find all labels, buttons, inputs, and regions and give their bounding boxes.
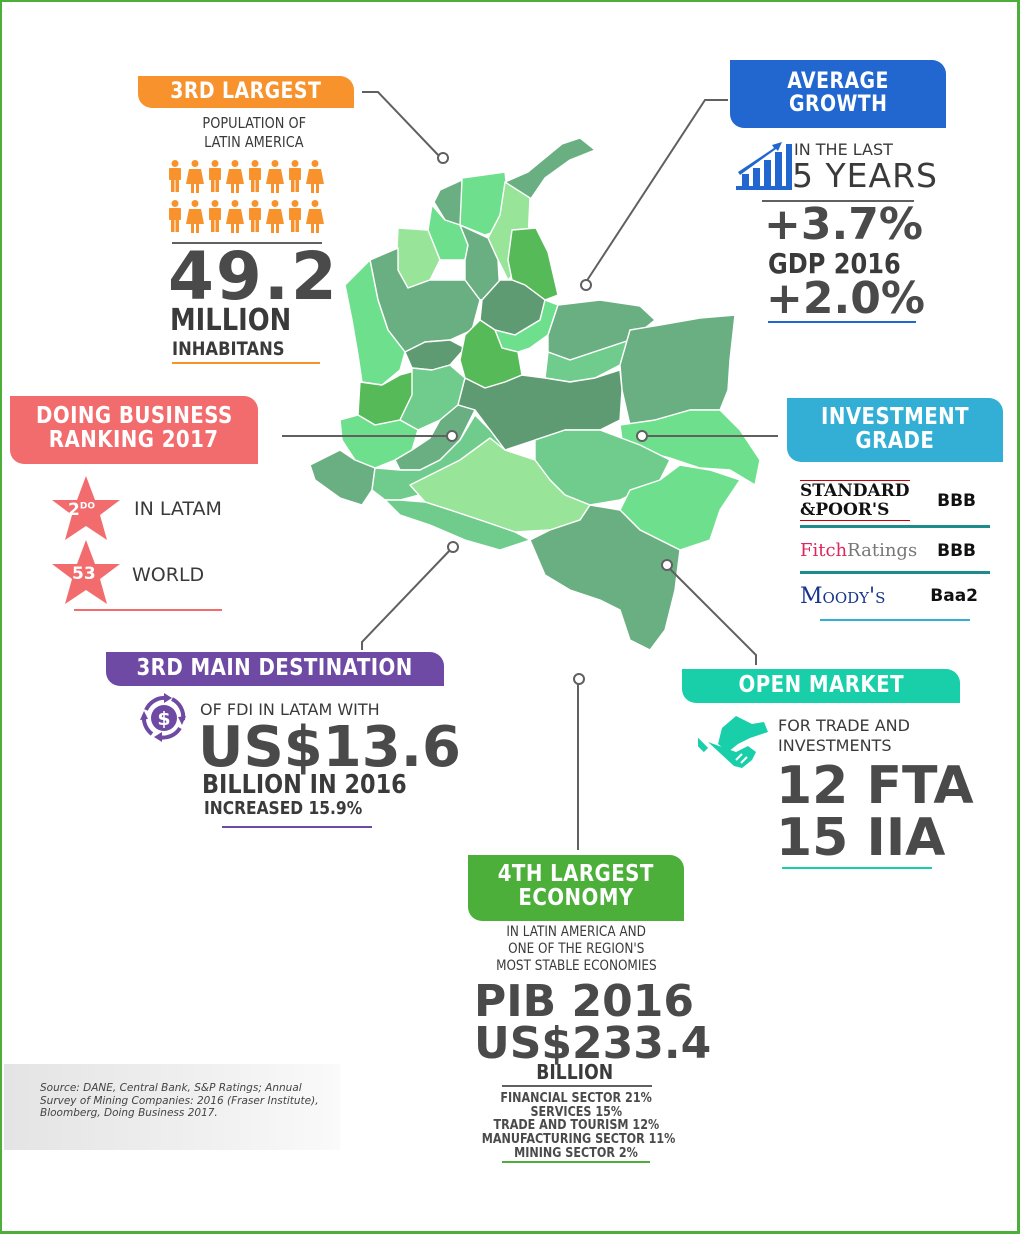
sp-logo: STANDARD &POOR'S [800, 479, 910, 522]
sector-item: TRADE AND TOURISM 12% [493, 1118, 659, 1134]
population-banner: 3RD LARGEST [138, 76, 354, 108]
rating-row-sp: STANDARD &POOR'S BBB [800, 476, 990, 528]
sector-item: MINING SECTOR 2% [514, 1145, 638, 1161]
gdp-label: GDP 2016 [768, 247, 901, 280]
fitch-grade: BBB [937, 540, 976, 561]
divider [172, 362, 320, 364]
fdi-banner: 3RD MAIN DESTINATION [106, 652, 444, 686]
sector-list: FINANCIAL SECTOR 21% SERVICES 15% TRADE … [466, 1092, 686, 1160]
sector-item: FINANCIAL SECTOR 21% [500, 1091, 652, 1106]
sector-item: MANUFACTURING SECTOR 11% [481, 1131, 676, 1147]
growth-banner: AVERAGE GROWTH [730, 60, 946, 128]
iia-value: 15 IIA [776, 808, 946, 868]
sector-item: SERVICES 15% [530, 1104, 622, 1120]
divider [820, 619, 970, 621]
world-label: WORLD [132, 564, 205, 586]
dollar-cycle-icon: $ [140, 693, 186, 742]
star-icon [52, 476, 120, 540]
star-icon [52, 540, 120, 604]
world-rank: 53 [72, 564, 96, 584]
fdi-increase: INCREASED 15.9% [204, 798, 363, 819]
source-note: Source: DANE, Central Bank, S&P Ratings;… [4, 1064, 340, 1150]
economy-banner: 4TH LARGEST ECONOMY [468, 855, 684, 921]
divider [762, 200, 914, 202]
colombia-map [309, 137, 761, 651]
gdp-value: +2.0% [766, 273, 925, 324]
fta-value: 12 FTA [776, 756, 974, 816]
divider [768, 321, 916, 323]
divider [222, 826, 372, 828]
divider [502, 1161, 650, 1163]
moodys-logo: Moody's [800, 583, 886, 609]
sp-grade: BBB [937, 490, 976, 511]
pib-label: PIB 2016 [474, 976, 694, 1027]
latam-label: IN LATAM [134, 498, 222, 520]
growth-period-line1: IN THE LAST [794, 140, 893, 159]
population-value: 49.2 [168, 238, 339, 315]
investment-grade-banner: INVESTMENT GRADE [787, 398, 1003, 462]
divider [502, 1085, 652, 1087]
rating-row-moodys: Moody's Baa2 [800, 576, 990, 616]
growth-period-line2: 5 YEARS [792, 156, 938, 195]
divider [782, 867, 932, 869]
population-unit2: INHABITANS [172, 338, 285, 360]
pib-value: US$233.4 [474, 1018, 712, 1069]
people-icons [169, 160, 324, 233]
population-unit: MILLION [170, 303, 292, 338]
open-market-subtitle: FOR TRADE AND INVESTMENTS [778, 716, 910, 755]
divider [74, 609, 222, 611]
open-market-banner: OPEN MARKET [682, 669, 960, 703]
economy-description: IN LATIN AMERICA AND ONE OF THE REGION'S… [495, 924, 657, 974]
svg-text:$: $ [157, 708, 170, 730]
latam-rank: 2DO [68, 500, 95, 520]
fdi-unit: BILLION IN 2016 [202, 770, 407, 800]
growth-value: +3.7% [764, 199, 923, 250]
pib-unit: BILLION [536, 1060, 614, 1084]
fdi-subtitle: OF FDI IN LATAM WITH [200, 700, 380, 719]
divider [172, 242, 322, 244]
handshake-icon [698, 716, 768, 768]
population-subtitle: POPULATION OF LATIN AMERICA [202, 114, 306, 151]
moodys-grade: Baa2 [930, 586, 978, 606]
growth-chart-icon [736, 142, 792, 190]
fitch-logo: FitchRatings [800, 540, 918, 561]
doing-business-banner: DOING BUSINESS RANKING 2017 [10, 396, 258, 464]
rating-row-fitch: FitchRatings BBB [800, 530, 990, 574]
fdi-value: US$13.6 [198, 715, 461, 780]
